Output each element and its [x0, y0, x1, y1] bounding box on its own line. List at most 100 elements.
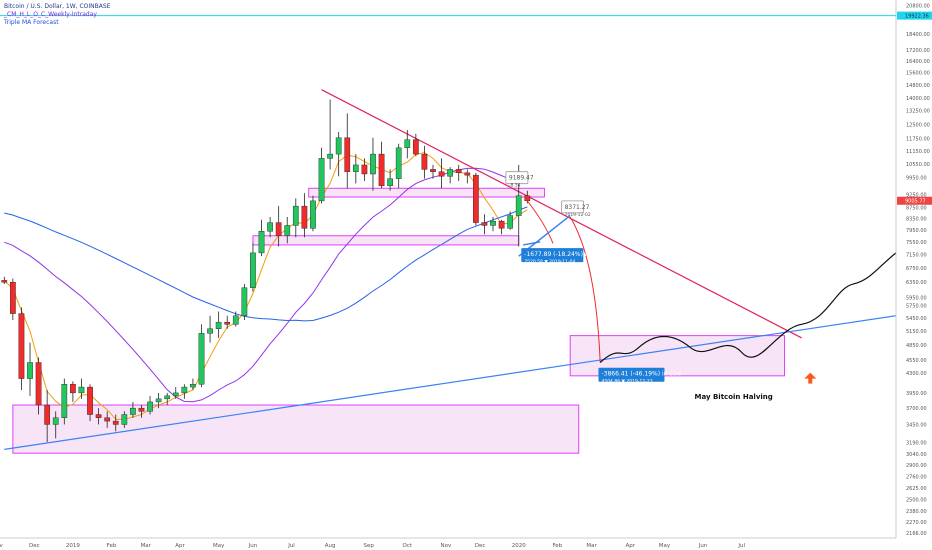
- y-tick-label: 2380.00: [906, 509, 927, 515]
- forecast-drop-2: [569, 216, 601, 363]
- x-tick-label: May: [659, 543, 671, 549]
- legend-indicator-1[interactable]: _CM_H_L_O_C_Weekly-Intraday: [4, 11, 97, 18]
- candle-up: [198, 333, 205, 385]
- y-tick-label: 3450.00: [906, 422, 927, 428]
- zone-top: [308, 187, 545, 198]
- y-tick-label: 20800.00: [906, 4, 930, 10]
- x-tick-label: Jul: [737, 543, 745, 549]
- y-tick-label: 9250.00: [906, 192, 927, 198]
- candle-up: [164, 395, 171, 400]
- candle-up: [207, 328, 213, 334]
- candle-down: [378, 153, 385, 187]
- x-tick-label: Apr: [625, 543, 635, 549]
- x-tick-label: Mar: [141, 543, 152, 549]
- y-tick-label: 17200.00: [906, 48, 930, 54]
- candle-down: [275, 222, 282, 236]
- y-tick-label: 8350.00: [906, 216, 927, 222]
- price-axis[interactable]: 20800.0019900.0018400.0017200.0016400.00…: [895, 0, 932, 538]
- candle-up: [250, 252, 256, 288]
- candle-up: [190, 384, 196, 388]
- x-tick-label: Apr: [175, 543, 185, 549]
- candle-up: [172, 392, 179, 397]
- y-tick-label: 5750.00: [906, 303, 927, 309]
- current-label-text-0: 9189.47: [509, 175, 534, 182]
- measure-label-1-box: [521, 248, 584, 263]
- candle-up: [78, 386, 85, 394]
- y-tick-label: 6350.00: [906, 280, 927, 286]
- y-tick-label: 3190.00: [906, 441, 927, 447]
- time-axis[interactable]: Nov Dec 2019 Feb Mar Apr May Jun Jul Aug Sep Oct Nov…: [0, 537, 896, 549]
- x-tick-label: Feb: [107, 543, 117, 549]
- candle-down: [498, 220, 505, 229]
- halving-arrow-icon: [804, 372, 817, 384]
- y-tick-label: 2166.00: [906, 531, 927, 537]
- target-label-text-0: 8371.27: [565, 204, 590, 211]
- measure-label-2-text-1: 4504.86 ▼ 2019-12-23: [601, 379, 652, 385]
- x-tick-label: Dec: [475, 543, 486, 549]
- candle-up: [130, 407, 136, 415]
- y-tick-label: 4300.00: [906, 371, 927, 377]
- y-tick-label: 2270.00: [906, 520, 927, 526]
- candle-down: [1, 280, 8, 283]
- y-tick-label: 8750.00: [906, 205, 927, 211]
- y-tick-label: 3040.00: [906, 452, 927, 458]
- forecast-drop-1: [526, 200, 554, 244]
- candle-down: [438, 171, 445, 177]
- candle-up: [490, 220, 496, 226]
- y-tick-label: 2625.00: [906, 486, 927, 492]
- x-tick-label: Mar: [586, 543, 597, 549]
- y-tick-label: 2760.00: [906, 474, 927, 480]
- x-tick-label: Oct: [403, 543, 413, 549]
- candle-down: [421, 153, 428, 170]
- legend-symbol[interactable]: Bitcoin / U.S. Dollar, 1W, COINBASE: [4, 3, 111, 10]
- candle-up: [27, 362, 33, 379]
- measure-label-2-text-0: -3866.41 (-46.19%) in 21d: [601, 371, 681, 378]
- legend-indicator-2[interactable]: Triple MA Forecast: [4, 19, 59, 26]
- y-tick-label: 2500.00: [906, 498, 927, 504]
- x-tick-label: Jul: [287, 543, 295, 549]
- candle-up: [327, 153, 333, 159]
- candle-up: [310, 200, 316, 229]
- trendlines: [4, 89, 897, 450]
- y-tick-label: 3950.00: [906, 391, 927, 397]
- y-tick-label: 15600.00: [906, 71, 930, 77]
- candle-down: [301, 205, 308, 229]
- candle-down: [104, 417, 111, 422]
- y-tick-label: 18400.00: [906, 32, 930, 38]
- x-tick-label: Nov: [0, 543, 4, 549]
- candle-down: [412, 139, 419, 155]
- candle-down: [481, 222, 488, 226]
- y-tick-label: 3700.00: [906, 406, 927, 412]
- candle-up: [52, 417, 59, 425]
- x-tick-label: Dec: [29, 543, 40, 549]
- y-tick-label: 7150.00: [906, 253, 927, 259]
- y-tick-label: 2900.00: [906, 463, 927, 469]
- candle-down: [430, 169, 436, 172]
- y-tick-label: 14800.00: [906, 83, 930, 89]
- candle-up: [395, 147, 402, 179]
- measure-label-2-box: [598, 367, 665, 382]
- y-tick-label: 10550.00: [906, 162, 930, 168]
- candle-down: [361, 164, 368, 175]
- x-tick-label: 2019: [66, 543, 80, 549]
- x-tick-label: Jun: [248, 543, 258, 549]
- y-tick-label: 13250.00: [906, 109, 930, 115]
- candle-up: [318, 158, 325, 202]
- candle-up: [258, 231, 265, 254]
- candle-up: [61, 384, 68, 418]
- candle-up: [335, 137, 342, 155]
- candle-down: [10, 281, 16, 314]
- price-tag-text: 9005.77: [905, 199, 926, 205]
- measure-label-1-text-0: -1677.89 (-18.24%) in 7d: [524, 251, 600, 258]
- candle-down: [87, 386, 93, 415]
- trendline-descending: [321, 89, 802, 339]
- candle-up: [515, 195, 522, 216]
- candle-up: [370, 153, 376, 175]
- x-tick-label: Aug: [325, 543, 336, 549]
- target-label-text-1: 2019-12-02: [565, 212, 591, 218]
- candle-up: [507, 215, 514, 229]
- current-label: 9189.47-8.34: [505, 171, 534, 189]
- x-tick-label: Feb: [552, 543, 562, 549]
